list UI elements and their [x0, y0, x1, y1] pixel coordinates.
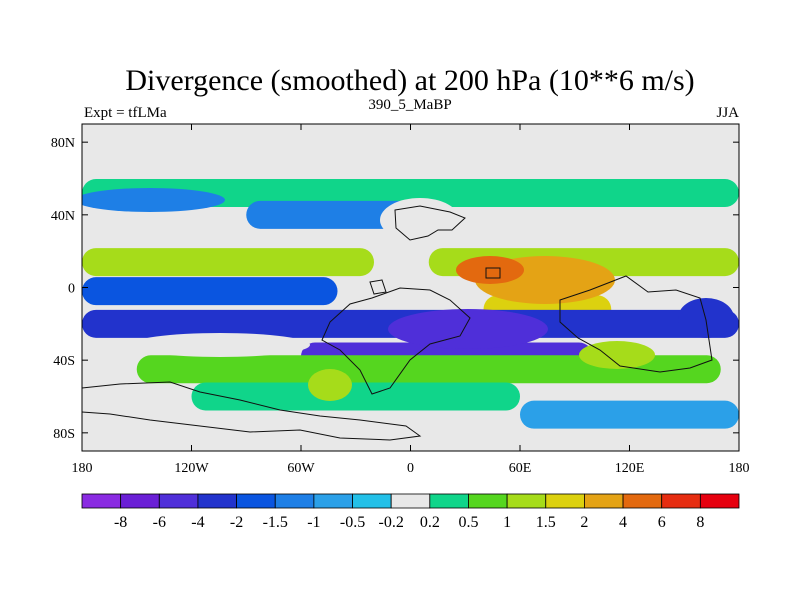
x-tick-label: 120E	[615, 461, 645, 476]
x-tick-label: 60E	[509, 461, 532, 476]
colorbar-swatch	[313, 493, 353, 509]
colorbar-swatch	[352, 493, 392, 509]
divergence-bands	[82, 179, 739, 429]
colorbar-swatch	[390, 493, 431, 509]
colorbar-swatch	[120, 493, 160, 509]
contour-polygon	[82, 188, 225, 212]
colorbar-label: 6	[658, 514, 666, 531]
contour-polygon	[456, 256, 524, 284]
coastline-segment	[559, 275, 713, 373]
y-tick-label: 0	[68, 282, 75, 297]
contour-polygon	[130, 333, 310, 357]
divergence-band	[82, 179, 739, 208]
case-label: 390_5_MaBP	[368, 97, 451, 113]
colorbar-swatch	[81, 493, 122, 509]
colorbar-label: 0.5	[458, 514, 478, 531]
colorbar-label: -0.5	[340, 514, 365, 531]
colorbar-label: -0.2	[379, 514, 404, 531]
x-tick-label: 120W	[174, 461, 209, 476]
colorbar-swatch	[584, 493, 624, 509]
colorbar-swatch	[506, 493, 547, 509]
colorbar-swatch	[429, 493, 469, 509]
colorbar-label: 4	[619, 514, 627, 531]
y-tick-label: 40S	[53, 354, 75, 369]
colorbar-label: -6	[153, 514, 166, 531]
colorbar-swatch	[661, 493, 701, 509]
colorbar-swatch	[236, 493, 276, 509]
contour-polygon	[308, 369, 352, 401]
colorbar-label: 0.2	[420, 514, 440, 531]
colorbar-label: 2	[580, 514, 588, 531]
colorbar-swatch	[158, 493, 199, 509]
season-label: JJA	[716, 105, 739, 121]
colorbar-label: -4	[191, 514, 204, 531]
coastline-segment	[369, 279, 387, 295]
colorbar-label: 1.5	[536, 514, 556, 531]
coastline-segment	[81, 381, 422, 441]
colorbar-label: -2	[230, 514, 243, 531]
colorbar-label: -8	[114, 514, 127, 531]
chart-title: Divergence (smoothed) at 200 hPa (10**6 …	[125, 64, 694, 97]
coastline-segment	[321, 287, 471, 395]
y-tick-label: 40N	[51, 209, 75, 224]
divergence-band	[191, 382, 520, 411]
y-tick-label: 80S	[53, 427, 75, 442]
x-tick-label: 180	[72, 461, 93, 476]
colorbar-swatch	[622, 493, 663, 509]
divergence-band	[520, 400, 739, 429]
contour-polygon	[579, 341, 655, 369]
divergence-band	[82, 277, 338, 306]
colorbar-swatch	[545, 493, 585, 509]
contour-polygon	[388, 309, 548, 349]
colorbar-swatch	[699, 493, 740, 509]
colorbar-label: 8	[696, 514, 704, 531]
coastline-segment	[394, 205, 466, 241]
x-tick-label: 180	[729, 461, 750, 476]
colorbar-label: -1	[307, 514, 320, 531]
y-axis: 80N 40N 0 40S 80S	[51, 136, 739, 442]
experiment-label: Expt = tfLMa	[84, 105, 167, 121]
colorbar-label: -1.5	[263, 514, 288, 531]
map-panel: 180 120W 60W 0 60E 120E 180 80N 40N 0 40S 80S	[51, 123, 750, 476]
x-tick-label: 0	[407, 461, 414, 476]
contour-overlays	[82, 188, 734, 401]
colorbar: -8 -6 -4 -2 -1.5 -1 -0.5 -0.2 0.2 0.5 1 1.5 2 4 6 8	[81, 493, 740, 531]
divergence-band	[136, 355, 721, 384]
x-tick-label: 60W	[287, 461, 315, 476]
colorbar-label: 1	[503, 514, 511, 531]
x-axis: 180 120W 60W 0 60E 120E 180	[72, 124, 750, 476]
colorbar-swatch	[274, 493, 315, 509]
divergence-band	[82, 248, 374, 277]
coastline-outline	[81, 205, 713, 441]
contour-polygon	[380, 198, 460, 242]
y-tick-label: 80N	[51, 136, 75, 151]
colorbar-swatch	[197, 493, 237, 509]
contour-polygon	[678, 298, 734, 338]
coastline-segment	[485, 267, 501, 279]
colorbar-swatch	[468, 493, 508, 509]
